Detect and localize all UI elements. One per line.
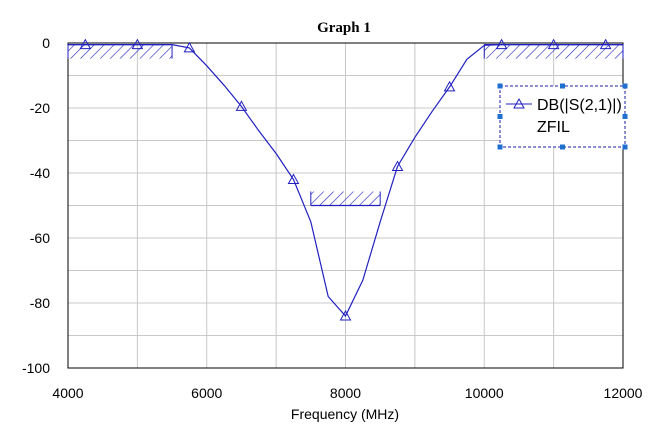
x-tick-label: 12000 — [604, 385, 643, 401]
y-tick-label: 0 — [42, 35, 50, 51]
legend-triangle-marker-icon — [513, 97, 525, 109]
spec-hatch — [310, 191, 381, 206]
data-point-marker — [79, 38, 92, 50]
data-point-marker — [495, 38, 508, 50]
data-point-marker — [599, 38, 612, 50]
legend-resize-handle[interactable] — [622, 83, 628, 89]
legend-resize-handle[interactable] — [497, 144, 503, 150]
y-tick-label: -100 — [22, 360, 50, 376]
data-point-marker — [235, 100, 248, 111]
spec-limit — [67, 44, 173, 59]
data-point-marker — [443, 80, 456, 92]
y-tick-label: -60 — [30, 230, 50, 246]
y-tick-labels: 0 -20 -40 -60 -80 -100 — [22, 35, 50, 376]
legend-resize-handle[interactable] — [497, 114, 503, 119]
spec-hatch — [68, 44, 173, 59]
data-point-marker — [339, 309, 352, 321]
series-line — [68, 43, 623, 318]
data-point-marker — [183, 41, 196, 53]
y-tick-label: -40 — [30, 165, 50, 181]
legend-box[interactable] — [499, 85, 626, 148]
chart-title: Graph 1 — [317, 20, 371, 36]
data-point-marker — [547, 38, 560, 50]
legend[interactable]: DB(|S(2,1)|) ZFIL — [497, 83, 628, 150]
x-axis-label: Frequency (MHz) — [291, 406, 399, 422]
legend-resize-handle[interactable] — [622, 114, 628, 119]
x-tick-labels: 4000 6000 8000 10000 12000 — [52, 385, 642, 401]
legend-resize-handle[interactable] — [497, 83, 503, 89]
legend-resize-handle[interactable] — [560, 144, 565, 150]
legend-resize-handle[interactable] — [622, 144, 628, 150]
x-tick-label: 4000 — [52, 385, 83, 401]
plot-frame — [67, 42, 624, 369]
y-tick-label: -80 — [30, 295, 50, 311]
spec-hatch — [484, 44, 623, 59]
x-tick-label: 6000 — [191, 385, 222, 401]
x-tick-label: 8000 — [330, 385, 361, 401]
y-tick-label: -20 — [30, 100, 50, 116]
legend-resize-handle[interactable] — [560, 83, 565, 89]
series-layer — [68, 38, 623, 321]
data-point-marker — [287, 173, 300, 184]
legend-series-sublabel: ZFIL — [537, 119, 570, 136]
legend-series-name: DB(|S(2,1)|) — [537, 97, 622, 114]
legend-resize-handles[interactable] — [497, 83, 628, 150]
data-point-marker — [131, 38, 144, 50]
x-tick-label: 10000 — [465, 385, 504, 401]
spec-limit — [310, 191, 381, 207]
data-point-marker — [391, 160, 404, 171]
